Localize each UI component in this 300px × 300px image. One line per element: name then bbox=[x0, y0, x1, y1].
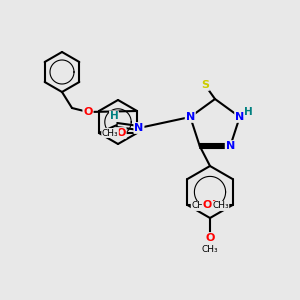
Text: CH₃: CH₃ bbox=[191, 202, 208, 211]
Text: H: H bbox=[110, 111, 118, 121]
Text: O: O bbox=[83, 107, 93, 117]
Text: N: N bbox=[186, 112, 195, 122]
Text: CH₃: CH₃ bbox=[202, 245, 218, 254]
Text: N: N bbox=[235, 112, 244, 122]
Text: N: N bbox=[226, 141, 235, 151]
Text: O: O bbox=[116, 128, 126, 138]
Text: H: H bbox=[244, 107, 253, 117]
Text: O: O bbox=[208, 200, 217, 210]
Text: CH₃: CH₃ bbox=[212, 202, 229, 211]
Text: N: N bbox=[134, 123, 144, 133]
Text: S: S bbox=[201, 80, 209, 90]
Text: O: O bbox=[205, 233, 215, 243]
Text: O: O bbox=[203, 200, 212, 210]
Text: CH₃: CH₃ bbox=[102, 128, 118, 137]
